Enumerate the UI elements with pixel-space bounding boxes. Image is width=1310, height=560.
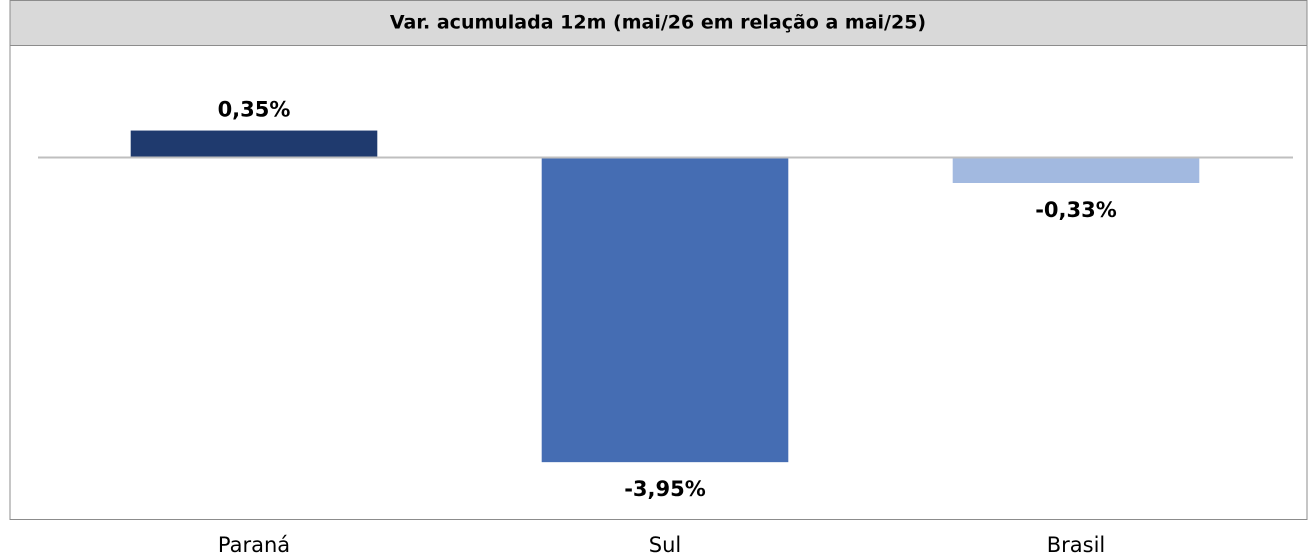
value-label: 0,35% bbox=[218, 98, 291, 122]
x-tick-label: Brasil bbox=[1047, 533, 1106, 557]
bar bbox=[541, 157, 789, 463]
x-tick-label: Sul bbox=[649, 533, 681, 557]
x-tick-label: Paraná bbox=[218, 533, 290, 557]
title-bar bbox=[9, 0, 1308, 46]
bar bbox=[952, 157, 1200, 183]
value-label: -3,95% bbox=[624, 477, 706, 501]
bar bbox=[130, 130, 378, 158]
chart-title: Var. acumulada 12m (mai/26 em relação a … bbox=[390, 12, 926, 34]
value-label: -0,33% bbox=[1035, 198, 1117, 222]
